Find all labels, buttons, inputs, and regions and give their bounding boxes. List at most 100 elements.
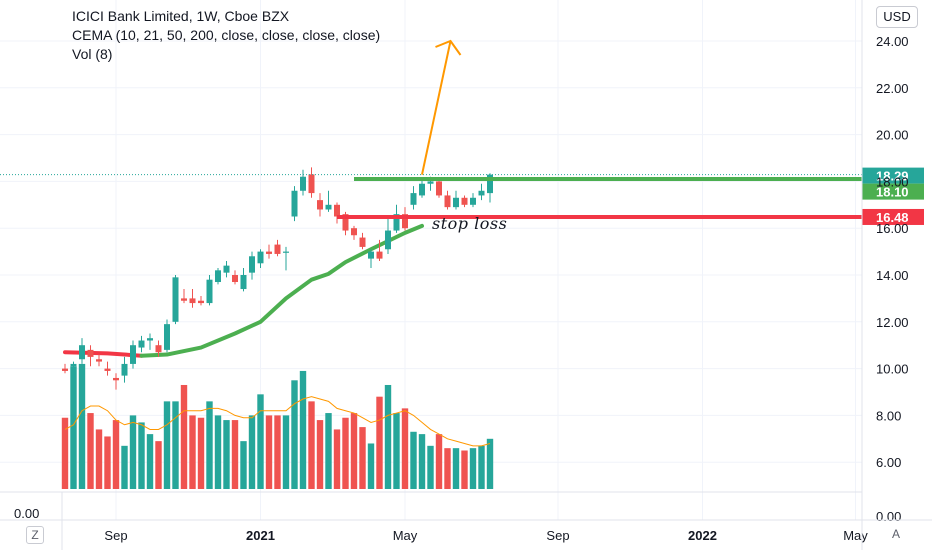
volume-bar [172, 401, 179, 489]
candle-body [393, 214, 400, 231]
candle-body [130, 345, 136, 364]
candle-body [351, 228, 357, 236]
candle-body [478, 190, 485, 196]
volume-bar [299, 370, 307, 489]
candle-body [461, 197, 468, 205]
target-arrow [421, 39, 462, 175]
volume-bar [121, 445, 128, 489]
candle-body [172, 277, 179, 322]
volume-bar [155, 441, 162, 489]
candle-body [376, 251, 383, 259]
volume-bar [197, 417, 205, 489]
volume-bar [486, 438, 494, 489]
y-tick-label: 0.00 [876, 509, 901, 524]
arrow-head [435, 39, 462, 56]
stop-loss-label: stop loss [432, 214, 508, 233]
price-label-text: 16.48 [876, 210, 909, 225]
volume-bar [282, 415, 290, 489]
volume-bar [78, 363, 86, 489]
grid-lines [0, 0, 862, 520]
candle-body [155, 345, 162, 353]
candle-body [79, 345, 85, 360]
volume-ma-path [64, 396, 491, 447]
candle-body [325, 204, 332, 210]
volume-bar [401, 408, 409, 489]
volume-bar [444, 448, 451, 489]
candle-body [410, 193, 417, 205]
x-tick-label: 2021 [246, 528, 275, 543]
volume-bar [308, 401, 315, 489]
currency-button[interactable]: USD [876, 6, 918, 28]
candle-body [470, 197, 476, 205]
candle-body [138, 340, 145, 348]
candle-body [121, 363, 128, 376]
volume-bar [138, 422, 145, 489]
candle-body [198, 300, 204, 304]
volume-bar [104, 436, 111, 489]
price-label-bg [862, 167, 924, 184]
candle-body [359, 237, 366, 247]
volume-bar [95, 429, 103, 489]
candle-body [487, 174, 493, 194]
volume-bar [342, 417, 349, 489]
volume-ma-line [64, 396, 491, 447]
volume-bar [418, 434, 426, 489]
candle-body [70, 363, 77, 367]
candle-body [402, 214, 408, 229]
volume-bar [350, 413, 358, 489]
volume-bar [478, 445, 485, 489]
volume-bar [316, 420, 324, 489]
y-tick-label: 10.00 [876, 362, 909, 377]
candle-body [291, 190, 298, 217]
candle-body [266, 251, 272, 254]
candle-body [419, 183, 425, 196]
candle-body [181, 298, 187, 301]
candle-body [189, 298, 196, 304]
volume-bar [325, 413, 332, 489]
volume-bar [257, 394, 264, 489]
candle-body [368, 251, 374, 259]
candle-body [62, 368, 68, 371]
volume-bar [291, 380, 298, 489]
volume-bar [427, 445, 434, 489]
volume-bar [469, 448, 477, 489]
y-tick-label: 14.00 [876, 268, 909, 283]
candle-body [342, 214, 349, 231]
y-tick-label: 20.00 [876, 128, 909, 143]
candle-body [164, 324, 170, 350]
volume-bar [461, 450, 468, 489]
volume-bar [189, 415, 196, 489]
volume-bar [367, 443, 375, 489]
volume-bar [333, 429, 341, 489]
y-tick-label: 16.00 [876, 221, 909, 236]
indicator-legend: CEMA (10, 21, 50, 200, close, close, clo… [72, 27, 381, 43]
x-tick-label: 2022 [688, 528, 717, 543]
volume-bar [384, 384, 392, 489]
candle-body [104, 368, 111, 371]
price-label-text: 18.29 [876, 169, 909, 184]
auto-scale-button[interactable]: A [891, 527, 900, 541]
left-scale-zero: 0.00 [14, 506, 40, 521]
volume-bar [61, 417, 69, 489]
ema-green-segment [139, 223, 424, 358]
zoom-button[interactable]: Z [26, 526, 44, 544]
chart-title: ICICI Bank Limited, 1W, Cboe BZX [72, 8, 290, 24]
x-tick-label: Sep [104, 528, 127, 543]
y-tick-label: 18.00 [876, 174, 909, 189]
volume-bar [248, 415, 256, 489]
candle-body [215, 270, 221, 283]
volume-bar [376, 396, 383, 489]
arrow-shaft [421, 40, 452, 175]
y-tick-label: 24.00 [876, 34, 909, 49]
candle-body [96, 359, 102, 362]
candle-body [206, 279, 213, 304]
volume-bar [223, 420, 230, 489]
volume-legend: Vol (8) [72, 46, 113, 62]
volume-bar [87, 413, 94, 489]
candle-body [113, 377, 119, 381]
x-tick-label: Sep [546, 528, 569, 543]
price-label-bg [862, 183, 924, 200]
